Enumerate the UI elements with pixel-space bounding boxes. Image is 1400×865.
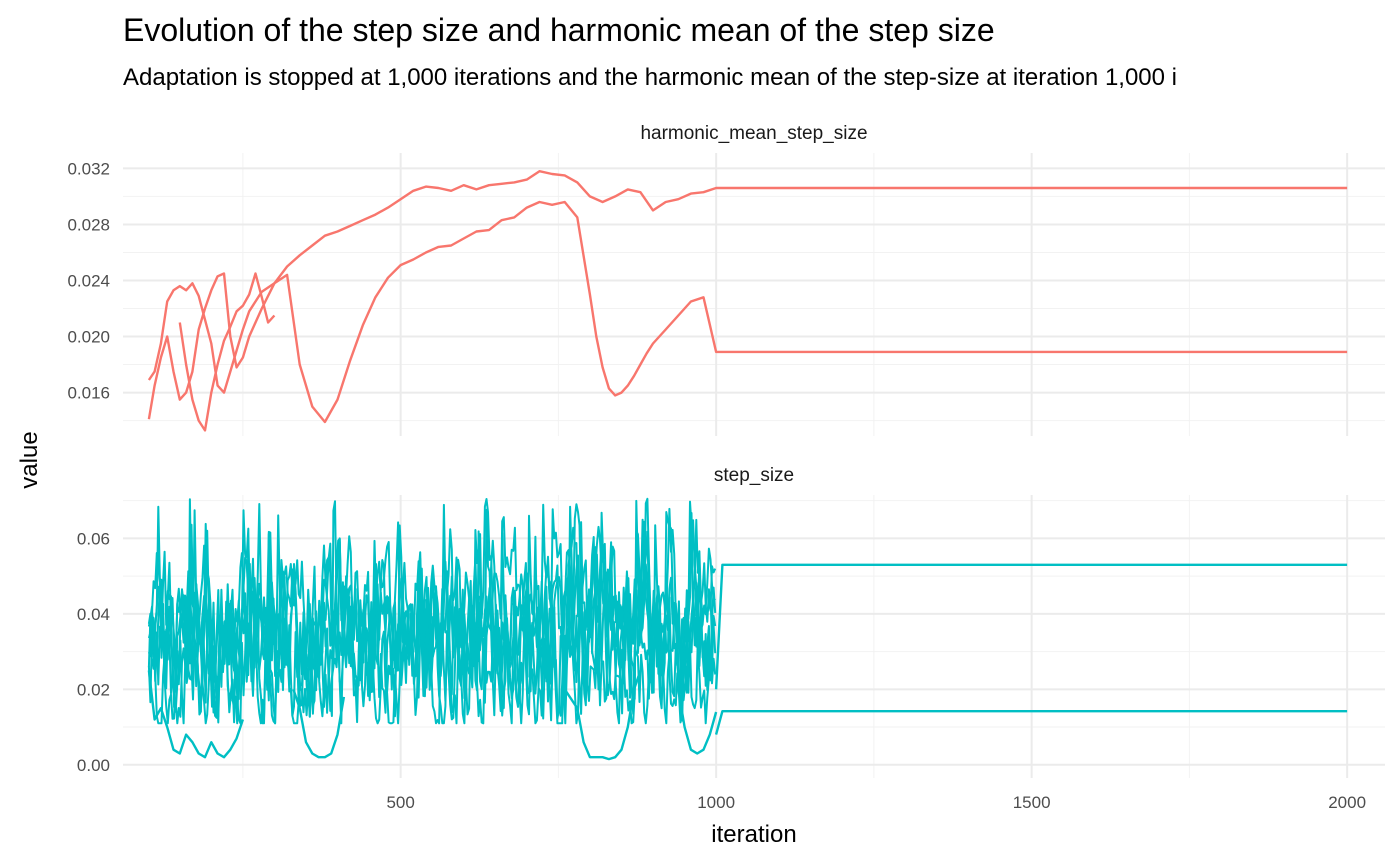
y-tick-label: 0.024 — [67, 271, 110, 290]
series-panel-2 — [147, 497, 1348, 761]
y-tick-label: 0.04 — [77, 605, 110, 624]
series-line-noise — [147, 498, 717, 725]
grid-panel-1 — [123, 153, 1385, 436]
panel-step-size: 0.00 0.02 0.04 0.06 — [77, 495, 1385, 778]
chart-subtitle: Adaptation is stopped at 1,000 iteration… — [123, 64, 1177, 91]
x-axis-title: iteration — [711, 821, 796, 848]
x-tick-label: 2000 — [1328, 793, 1366, 812]
series-line-chain-2 — [714, 710, 1348, 735]
x-tick-label: 1500 — [1013, 793, 1051, 812]
series-panel-1 — [147, 169, 1348, 432]
x-tick-label: 500 — [386, 793, 414, 812]
series-line-noise — [147, 521, 717, 725]
y-tick-label: 0.028 — [67, 215, 110, 234]
series-line-noise — [147, 499, 717, 725]
series-line-chain-3 — [147, 670, 245, 759]
x-tick-label: 1000 — [697, 793, 735, 812]
x-axis-ticks: 500 1000 1500 2000 — [386, 793, 1366, 812]
y-axis-ticks-panel-1: 0.016 0.020 0.024 0.028 0.032 — [67, 159, 110, 402]
series-line-chain-6 — [677, 689, 718, 755]
y-axis-ticks-panel-2: 0.00 0.02 0.04 0.06 — [77, 529, 110, 774]
panel-strip-harmonic-mean: harmonic_mean_step_size — [640, 123, 867, 144]
panel-harmonic-mean-step-size: 0.016 0.020 0.024 0.028 0.032 — [67, 153, 1385, 436]
panel-strip-step-size: step_size — [714, 465, 794, 486]
series-line-chain-5 — [563, 670, 642, 761]
y-tick-label: 0.032 — [67, 159, 110, 178]
y-tick-label: 0.00 — [77, 756, 110, 775]
series-line-chain-4 — [292, 688, 346, 759]
y-axis-title: value — [16, 431, 43, 488]
y-tick-label: 0.016 — [67, 384, 110, 403]
y-tick-label: 0.06 — [77, 529, 110, 548]
chart-title: Evolution of the step size and harmonic … — [123, 12, 995, 48]
series-line-chain-3 — [178, 272, 276, 432]
y-tick-label: 0.02 — [77, 680, 110, 699]
y-tick-label: 0.020 — [67, 328, 110, 347]
series-line-chain-2 — [147, 169, 1348, 420]
series-line-chain-1 — [714, 563, 1348, 690]
